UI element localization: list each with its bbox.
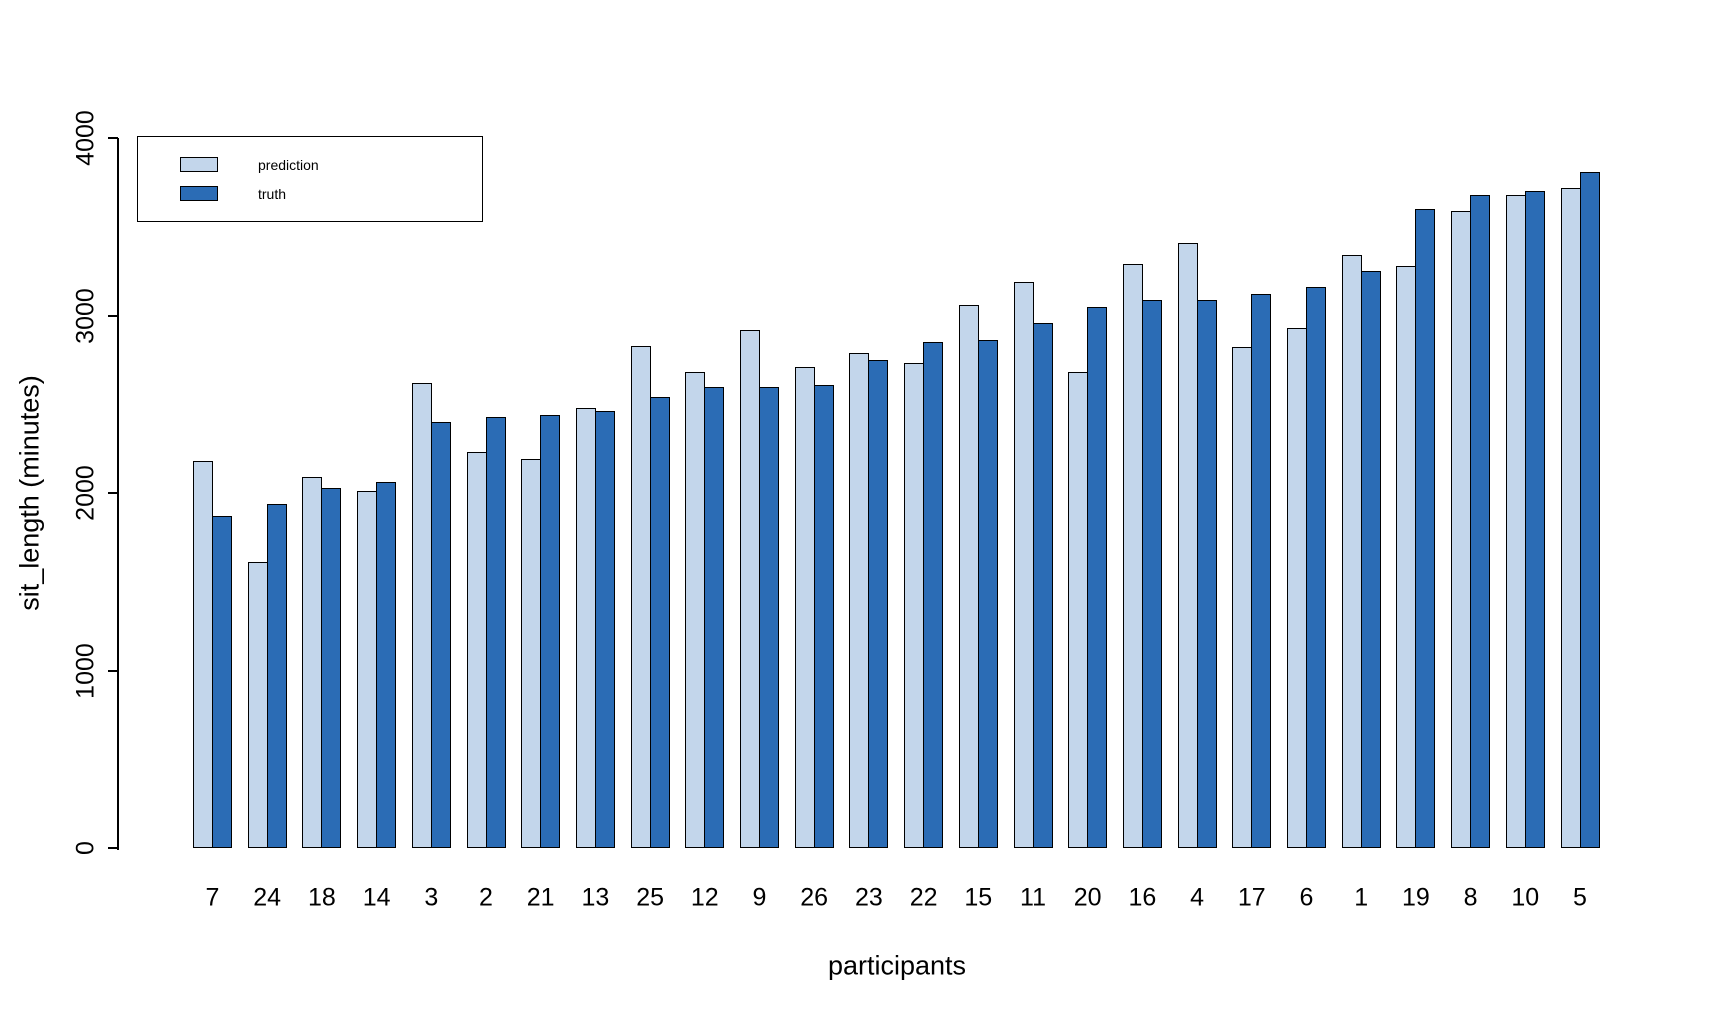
- x-axis-category-label: 3: [424, 883, 439, 912]
- x-axis-category-label: 22: [909, 883, 938, 912]
- y-axis-tick: [108, 137, 118, 139]
- legend-label-prediction: prediction: [258, 157, 319, 173]
- bar-prediction-participant-13: [575, 407, 596, 848]
- x-axis-category-label: 9: [752, 883, 767, 912]
- bar-truth-participant-2: [485, 416, 506, 848]
- x-axis-category-label: 6: [1299, 883, 1314, 912]
- x-axis-category-label: 5: [1573, 883, 1587, 912]
- x-axis-category-label: 15: [964, 883, 993, 912]
- bar-truth-participant-26: [813, 384, 834, 848]
- bar-truth-participant-4: [1196, 299, 1217, 848]
- x-axis-category-label: 19: [1401, 883, 1430, 912]
- bar-truth-participant-3: [430, 422, 451, 848]
- x-axis-category-label: 16: [1128, 883, 1157, 912]
- bar-truth-participant-23: [868, 359, 889, 848]
- bar-prediction-participant-6: [1287, 327, 1307, 848]
- bar-truth-participant-13: [594, 411, 615, 848]
- x-axis-category-label: 8: [1463, 883, 1478, 912]
- bar-prediction-participant-22: [904, 363, 925, 848]
- bar-truth-participant-24: [266, 503, 287, 848]
- bar-truth-participant-19: [1415, 209, 1436, 848]
- bar-truth-participant-16: [1141, 299, 1162, 848]
- x-axis-category-label: 24: [253, 883, 282, 912]
- bar-prediction-participant-8: [1451, 210, 1472, 848]
- legend: prediction truth: [137, 136, 483, 222]
- x-axis-category-label: 14: [362, 883, 391, 912]
- bar-truth-participant-18: [321, 487, 342, 848]
- bar-prediction-participant-10: [1505, 194, 1526, 848]
- bar-truth-participant-11: [1032, 322, 1053, 848]
- x-axis-category-label: 13: [581, 883, 610, 912]
- x-axis-category-label: 26: [800, 883, 829, 912]
- x-axis-category-label: 7: [205, 883, 220, 912]
- bar-truth-participant-22: [923, 342, 944, 848]
- bar-truth-participant-25: [649, 397, 670, 848]
- bar-prediction-participant-25: [630, 345, 651, 848]
- y-axis-tick: [108, 314, 118, 317]
- y-axis-tick-label: 4000: [71, 110, 100, 166]
- bar-prediction-participant-21: [521, 459, 542, 848]
- bar-prediction-participant-16: [1122, 264, 1143, 848]
- x-axis-category-label: 10: [1511, 883, 1540, 912]
- bar-prediction-participant-26: [794, 366, 815, 848]
- bar-truth-participant-10: [1524, 191, 1545, 848]
- bar-truth-participant-1: [1360, 271, 1381, 848]
- bar-prediction-participant-15: [958, 304, 979, 848]
- bar-truth-participant-8: [1470, 194, 1491, 848]
- bar-prediction-participant-23: [849, 352, 870, 848]
- bar-truth-participant-12: [704, 386, 725, 848]
- bar-prediction-participant-2: [466, 452, 487, 848]
- legend-swatch-prediction: [180, 157, 218, 172]
- x-axis-category-label: 17: [1237, 883, 1266, 912]
- bar-prediction-participant-17: [1232, 347, 1253, 848]
- x-axis-category-label: 12: [690, 883, 719, 912]
- bar-truth-participant-9: [759, 386, 779, 848]
- y-axis-title: sit_length (minutes): [14, 375, 45, 611]
- y-axis-tick: [108, 492, 118, 494]
- y-axis-tick-label: 3000: [71, 287, 100, 344]
- x-axis-category-label: 4: [1190, 883, 1205, 912]
- bar-prediction-participant-11: [1013, 281, 1034, 848]
- bar-truth-participant-6: [1306, 287, 1326, 848]
- y-axis-tick-label: 0: [71, 841, 100, 855]
- y-axis-tick: [108, 847, 118, 849]
- x-axis-category-label: 21: [526, 883, 555, 912]
- bar-truth-participant-21: [540, 414, 561, 848]
- bar-prediction-participant-1: [1341, 255, 1362, 848]
- x-axis-category-label: 1: [1354, 883, 1369, 912]
- bar-truth-participant-5: [1579, 171, 1600, 848]
- x-axis-category-label: 2: [479, 883, 493, 912]
- bar-truth-participant-15: [977, 340, 998, 848]
- x-axis-category-label: 18: [307, 883, 336, 912]
- x-axis-category-label: 11: [1020, 883, 1046, 912]
- legend-label-truth: truth: [258, 186, 287, 202]
- x-axis-category-label: 23: [854, 883, 883, 912]
- bar-prediction-participant-14: [357, 491, 378, 848]
- y-axis-tick-label: 2000: [71, 465, 100, 521]
- x-axis-category-label: 20: [1073, 883, 1102, 912]
- bar-prediction-participant-4: [1177, 242, 1198, 848]
- x-axis-title: participants: [827, 950, 967, 981]
- bar-truth-participant-17: [1251, 294, 1272, 848]
- bar-prediction-participant-18: [302, 477, 323, 848]
- bar-truth-participant-14: [376, 482, 397, 848]
- bar-truth-participant-20: [1087, 306, 1108, 848]
- bar-prediction-participant-12: [685, 372, 706, 848]
- bar-prediction-participant-3: [411, 382, 432, 848]
- bar-prediction-participant-24: [247, 562, 268, 848]
- bar-prediction-participant-20: [1068, 372, 1089, 848]
- y-axis-line: [117, 138, 119, 850]
- bar-prediction-participant-5: [1560, 187, 1581, 848]
- bar-prediction-participant-9: [740, 329, 760, 848]
- y-axis-tick: [108, 669, 118, 672]
- bar-truth-participant-7: [212, 516, 232, 848]
- legend-swatch-truth: [180, 186, 218, 201]
- bar-prediction-participant-7: [193, 461, 213, 848]
- y-axis-tick-label: 1000: [71, 642, 100, 699]
- bar-prediction-participant-19: [1396, 265, 1417, 848]
- x-axis-category-label: 25: [636, 883, 664, 912]
